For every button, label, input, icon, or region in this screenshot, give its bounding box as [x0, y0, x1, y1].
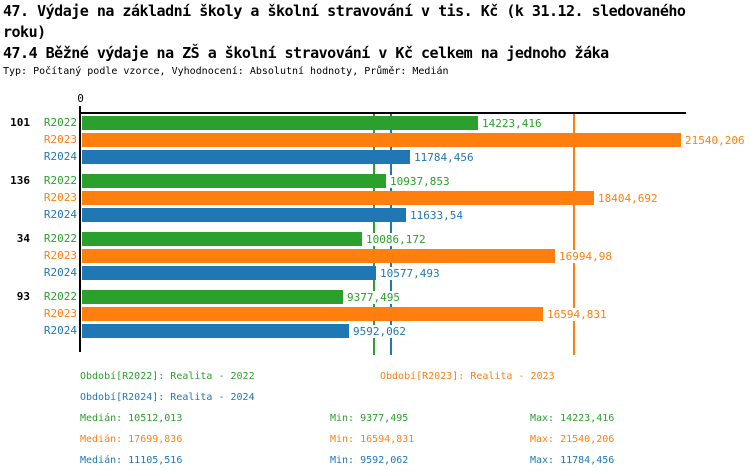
bar-value-label: 21540,206 [683, 133, 747, 147]
bar-101-r2023[interactable] [82, 133, 681, 147]
bar-row: 136 R2022 10937,853 [0, 174, 750, 188]
series-label-r2024: R2024 [43, 208, 77, 221]
chart-title-line2: roku) [3, 23, 46, 41]
legend-row-periods-2: Období[R2024]: Realita - 2024 [0, 387, 750, 408]
chart-title-block: 47. Výdaje na základní školy a školní st… [3, 1, 686, 79]
min-value-r2023: Min: 16594,831 [330, 434, 415, 445]
bar-93-r2024[interactable] [82, 324, 349, 338]
x-axis-line [80, 112, 686, 114]
series-label-r2023: R2023 [43, 307, 77, 320]
group-label: 34 [16, 232, 30, 245]
group-label: 93 [16, 290, 30, 303]
bar-value-label: 10086,172 [364, 232, 428, 246]
bar-value-label: 10577,493 [378, 266, 442, 280]
bars-area: 101 R2022 14223,416 R2023 21540,206 R2024 1178… [0, 116, 750, 348]
series-label-r2024: R2024 [43, 266, 77, 279]
median-value-r2023: Medián: 17699,836 [80, 434, 183, 445]
bar-row: R2023 21540,206 [0, 133, 750, 147]
chart-meta-line: Typ: Počítaný podle vzorce, Vyhodnocení:… [3, 66, 449, 77]
bar-value-label: 9592,062 [351, 324, 408, 338]
legend-stats-r2022: Medián: 10512,013 Min: 9377,495 Max: 142… [0, 408, 750, 429]
y-axis-line [79, 106, 81, 352]
bar-row: R2023 16594,831 [0, 307, 750, 321]
median-value-r2022: Medián: 10512,013 [80, 413, 183, 424]
bar-value-label: 9377,495 [345, 290, 402, 304]
bar-93-r2023[interactable] [82, 307, 543, 321]
bar-row: R2024 11633,54 [0, 208, 750, 222]
bar-group-101: 101 R2022 14223,416 R2023 21540,206 R2024 1178… [0, 116, 750, 164]
legend-stats-r2023: Medián: 17699,836 Min: 16594,831 Max: 21… [0, 429, 750, 450]
series-label-r2024: R2024 [43, 150, 77, 163]
legend-period-r2022: Období[R2022]: Realita - 2022 [80, 371, 255, 382]
bar-value-label: 16594,831 [545, 307, 609, 321]
bar-chart: 0 101 R2022 14223,416 R2023 21540,206 R2024 11… [0, 92, 750, 355]
series-label-r2022: R2022 [43, 232, 77, 245]
max-value-r2022: Max: 14223,416 [530, 413, 615, 424]
bar-value-label: 16994,98 [557, 249, 614, 263]
series-label-r2022: R2022 [43, 290, 77, 303]
legend-period-r2024: Období[R2024]: Realita - 2024 [80, 392, 255, 403]
median-line-r2023 [573, 113, 575, 355]
bar-101-r2024[interactable] [82, 150, 410, 164]
max-value-r2023: Max: 21540,206 [530, 434, 615, 445]
bar-value-label: 14223,416 [480, 116, 544, 130]
bar-93-r2022[interactable] [82, 290, 343, 304]
bar-101-r2022[interactable] [82, 116, 478, 130]
bar-group-34: 34 R2022 10086,172 R2023 16994,98 R2024 10577,… [0, 232, 750, 280]
bar-34-r2023[interactable] [82, 249, 555, 263]
bar-row: R2024 10577,493 [0, 266, 750, 280]
bar-value-label: 11784,456 [412, 150, 476, 164]
bar-value-label: 18404,692 [596, 191, 660, 205]
bar-group-93: 93 R2022 9377,495 R2023 16594,831 R2024 9592,0… [0, 290, 750, 338]
series-label-r2024: R2024 [43, 324, 77, 337]
chart-title-line1: 47. Výdaje na základní školy a školní st… [3, 2, 686, 20]
group-label: 101 [10, 116, 30, 129]
chart-subtitle: 47.4 Běžné výdaje na ZŠ a školní stravov… [3, 44, 609, 62]
bar-row: 93 R2022 9377,495 [0, 290, 750, 304]
min-value-r2024: Min: 9592,062 [330, 455, 409, 466]
legend-row-periods-1: Období[R2022]: Realita - 2022 Období[R20… [0, 366, 750, 387]
bar-row: R2023 18404,692 [0, 191, 750, 205]
series-label-r2023: R2023 [43, 191, 77, 204]
bar-136-r2023[interactable] [82, 191, 594, 205]
median-value-r2024: Medián: 11105,516 [80, 455, 183, 466]
series-label-r2023: R2023 [43, 133, 77, 146]
bar-value-label: 11633,54 [408, 208, 465, 222]
legend-period-r2023: Období[R2023]: Realita - 2023 [380, 371, 555, 382]
group-label: 136 [10, 174, 30, 187]
bar-group-136: 136 R2022 10937,853 R2023 18404,692 R2024 1163… [0, 174, 750, 222]
x-axis-zero-tick-label: 0 [77, 92, 84, 105]
bar-row: 34 R2022 10086,172 [0, 232, 750, 246]
bar-34-r2022[interactable] [82, 232, 362, 246]
bar-row: R2024 9592,062 [0, 324, 750, 338]
series-label-r2022: R2022 [43, 116, 77, 129]
bar-34-r2024[interactable] [82, 266, 376, 280]
chart-legend: Období[R2022]: Realita - 2022 Období[R20… [0, 366, 750, 471]
min-value-r2022: Min: 9377,495 [330, 413, 409, 424]
series-label-r2023: R2023 [43, 249, 77, 262]
bar-row: R2024 11784,456 [0, 150, 750, 164]
bar-row: R2023 16994,98 [0, 249, 750, 263]
bar-value-label: 10937,853 [388, 174, 452, 188]
bar-row: 101 R2022 14223,416 [0, 116, 750, 130]
legend-stats-r2024: Medián: 11105,516 Min: 9592,062 Max: 117… [0, 450, 750, 471]
max-value-r2024: Max: 11784,456 [530, 455, 615, 466]
bar-136-r2024[interactable] [82, 208, 406, 222]
bar-136-r2022[interactable] [82, 174, 386, 188]
series-label-r2022: R2022 [43, 174, 77, 187]
